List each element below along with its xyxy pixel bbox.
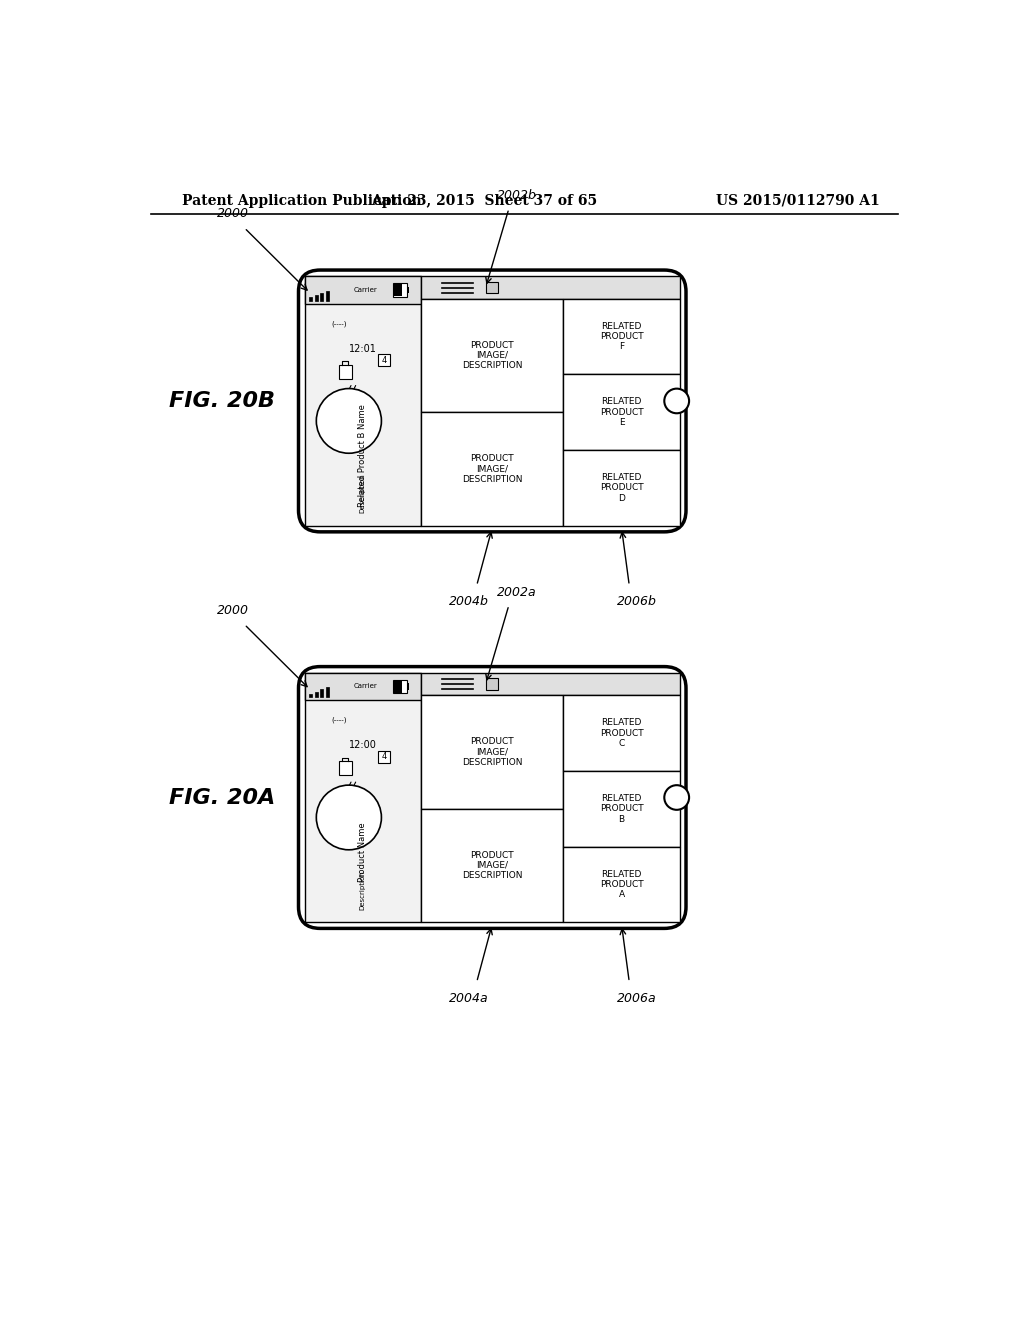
Text: PRODUCT
IMAGE/
DESCRIPTION: PRODUCT IMAGE/ DESCRIPTION (462, 341, 522, 371)
Text: 2004a: 2004a (450, 991, 488, 1005)
Text: Description: Description (359, 474, 366, 513)
Circle shape (665, 785, 689, 809)
Text: Apr. 23, 2015  Sheet 37 of 65: Apr. 23, 2015 Sheet 37 of 65 (372, 194, 598, 207)
Text: Patent Application Publication: Patent Application Publication (182, 194, 422, 207)
Bar (321, 293, 324, 301)
Text: 4: 4 (381, 355, 386, 364)
Text: RELATED
PRODUCT
B: RELATED PRODUCT B (600, 793, 643, 824)
Text: PRODUCT
IMAGE/
DESCRIPTION: PRODUCT IMAGE/ DESCRIPTION (462, 850, 522, 880)
Text: US 2015/0112790 A1: US 2015/0112790 A1 (716, 194, 880, 207)
Bar (563, 771, 680, 846)
Bar (563, 375, 680, 450)
Circle shape (316, 388, 381, 453)
Text: RELATED
PRODUCT
D: RELATED PRODUCT D (600, 473, 643, 503)
Bar (314, 692, 317, 697)
Text: PRODUCT
IMAGE/
DESCRIPTION: PRODUCT IMAGE/ DESCRIPTION (462, 454, 522, 484)
Text: PRODUCT
IMAGE/
DESCRIPTION: PRODUCT IMAGE/ DESCRIPTION (462, 737, 522, 767)
Text: RELATED
PRODUCT
C: RELATED PRODUCT C (600, 718, 643, 748)
Bar (378, 751, 389, 763)
Text: 12:01: 12:01 (349, 343, 377, 354)
Bar (563, 696, 680, 771)
Bar (339, 762, 351, 775)
Bar (305, 276, 421, 304)
Bar (394, 680, 402, 693)
Bar (393, 282, 407, 297)
Text: (----): (----) (332, 717, 347, 723)
Bar (563, 298, 680, 375)
Text: 2000: 2000 (217, 207, 249, 220)
Bar (326, 290, 329, 301)
Bar (421, 412, 563, 525)
Bar (309, 297, 312, 301)
Bar (421, 276, 680, 298)
Bar (563, 450, 680, 525)
Text: RELATED
PRODUCT
E: RELATED PRODUCT E (600, 397, 643, 428)
Bar (407, 682, 410, 690)
Text: 2000: 2000 (217, 603, 249, 616)
Circle shape (665, 388, 689, 413)
Bar (421, 298, 563, 412)
Text: 4: 4 (381, 752, 386, 762)
Bar (321, 689, 324, 697)
Text: RELATED
PRODUCT
A: RELATED PRODUCT A (600, 870, 643, 899)
Bar (314, 296, 317, 301)
Text: 2006b: 2006b (617, 595, 657, 609)
Text: FIG. 20A: FIG. 20A (169, 788, 275, 808)
Bar (309, 694, 312, 697)
Bar (394, 284, 402, 296)
Circle shape (316, 785, 381, 850)
Bar (421, 673, 680, 696)
Bar (407, 286, 410, 293)
Text: Related Product B Name: Related Product B Name (358, 404, 368, 507)
Text: 2004b: 2004b (449, 595, 488, 609)
Bar (485, 282, 498, 293)
Bar (485, 678, 498, 689)
FancyBboxPatch shape (299, 271, 686, 532)
Text: Carrier: Carrier (353, 286, 377, 293)
FancyBboxPatch shape (299, 667, 686, 928)
Text: 2002a: 2002a (497, 586, 537, 599)
Text: (----): (----) (332, 321, 347, 327)
Bar (563, 846, 680, 923)
Text: RELATED
PRODUCT
F: RELATED PRODUCT F (600, 322, 643, 351)
Text: 12:00: 12:00 (349, 741, 377, 750)
Text: Carrier: Carrier (353, 684, 377, 689)
Bar (305, 673, 421, 700)
Bar (305, 276, 421, 525)
Bar (393, 680, 407, 693)
Bar (421, 809, 563, 923)
Text: 2006a: 2006a (617, 991, 656, 1005)
Text: Description: Description (359, 870, 366, 909)
Bar (378, 355, 389, 366)
Bar (339, 364, 351, 379)
Bar (421, 696, 563, 809)
Text: Product Name: Product Name (358, 822, 368, 882)
Text: FIG. 20B: FIG. 20B (169, 391, 275, 411)
Bar (326, 688, 329, 697)
Text: 2002b: 2002b (497, 189, 537, 202)
Bar (305, 673, 421, 923)
